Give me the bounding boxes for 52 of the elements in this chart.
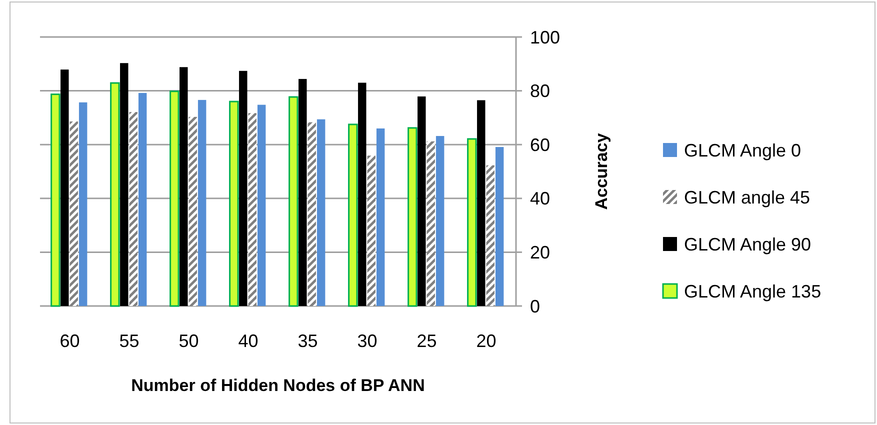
x-tick-label: 35: [298, 331, 318, 351]
bar: [170, 90, 180, 307]
bar: [298, 78, 307, 306]
bar: [495, 147, 504, 306]
bar: [188, 116, 197, 306]
legend-label: GLCM angle 45: [684, 187, 810, 208]
bar: [229, 100, 239, 307]
y-tick-label: 80: [530, 81, 550, 102]
x-tick-label: 60: [60, 331, 80, 351]
bar: [257, 104, 266, 306]
x-tick-label: 55: [119, 331, 140, 351]
bar: [60, 70, 69, 306]
y-tick-label: 100: [530, 27, 560, 48]
bar: [138, 92, 147, 306]
y-tick-label: 0: [530, 296, 540, 316]
bar: [477, 100, 486, 306]
bar: [486, 165, 494, 306]
bar: [467, 138, 477, 307]
y-tick-label: 20: [530, 242, 550, 262]
legend-label: GLCM Angle 90: [684, 234, 812, 254]
legend-label: GLCM Angle 135: [684, 281, 822, 302]
bar: [358, 82, 366, 306]
y-tick-label: 40: [530, 188, 550, 209]
bar: [198, 100, 206, 306]
bar: [248, 113, 256, 306]
x-tick-label: 20: [476, 331, 496, 351]
bar: [308, 122, 316, 306]
bar: [288, 96, 298, 307]
bar: [239, 70, 248, 306]
bar: [129, 112, 138, 306]
x-tick-label: 25: [416, 331, 437, 351]
bar: [408, 127, 418, 307]
y-tick-label: 60: [530, 134, 550, 155]
bar: [70, 121, 78, 306]
x-tick-label: 30: [357, 331, 378, 351]
y-axis-title: Accuracy: [592, 132, 611, 210]
bar: [367, 156, 376, 306]
bar: [110, 82, 120, 307]
bar: [78, 102, 88, 306]
x-tick-label: 50: [178, 331, 199, 351]
bar: [120, 63, 128, 306]
bar: [348, 124, 358, 307]
bar: [426, 141, 435, 306]
x-tick-label: 40: [238, 331, 258, 351]
bar: [418, 96, 426, 306]
bar: [50, 94, 60, 307]
bar: [436, 136, 444, 306]
legend-label: GLCM Angle 0: [684, 140, 802, 160]
bar: [376, 128, 385, 306]
bar: [316, 119, 326, 306]
x-axis-title: Number of Hidden Nodes of BP ANN: [131, 376, 425, 395]
bar: [180, 67, 188, 306]
